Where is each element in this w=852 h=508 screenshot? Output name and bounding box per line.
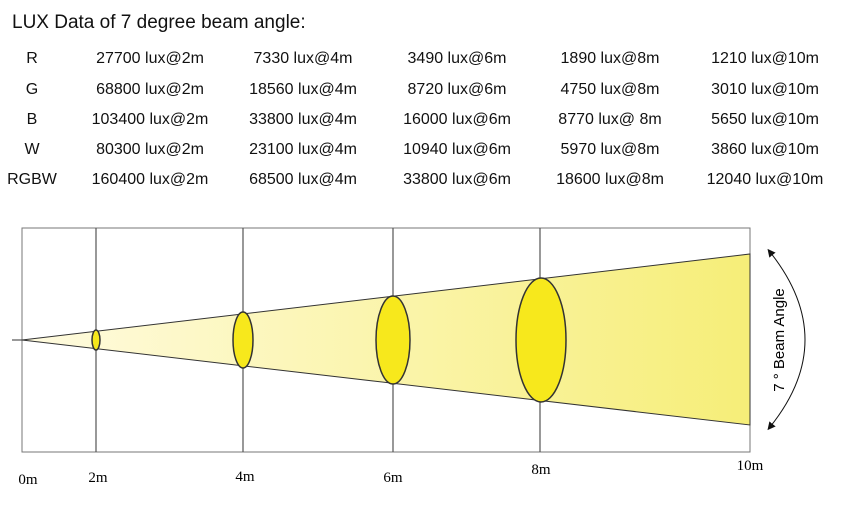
lux-cell: 8770 lux@ 8m bbox=[558, 111, 662, 128]
lux-cell: 27700 lux@2m bbox=[96, 50, 204, 67]
distance-label: 2m bbox=[88, 470, 108, 486]
distance-label: 8m bbox=[531, 462, 551, 478]
lux-cell: 3490 lux@6m bbox=[407, 50, 507, 67]
lux-cell: 12040 lux@10m bbox=[706, 171, 824, 188]
lux-cell: 16000 lux@6m bbox=[403, 111, 511, 128]
lux-cell: 7330 lux@4m bbox=[253, 50, 353, 67]
row-label: B bbox=[26, 111, 38, 128]
beam-spots bbox=[91, 277, 567, 403]
distance-label: 4m bbox=[235, 469, 255, 485]
lux-cell: 5650 lux@10m bbox=[711, 111, 819, 128]
beam-angle-label: 7 ° Beam Angle bbox=[771, 288, 788, 392]
lux-cell: 5970 lux@8m bbox=[560, 141, 660, 158]
lux-cell: 4750 lux@8m bbox=[560, 81, 660, 98]
title: LUX Data of 7 degree beam angle: bbox=[12, 12, 306, 33]
lux-cell: 10940 lux@6m bbox=[403, 141, 511, 158]
lux-cell: 68500 lux@4m bbox=[249, 171, 357, 188]
lux-cell: 3010 lux@10m bbox=[711, 81, 819, 98]
lux-cell: 160400 lux@2m bbox=[91, 171, 209, 188]
distance-label: 0m bbox=[18, 472, 38, 488]
lux-cell: 23100 lux@4m bbox=[249, 141, 357, 158]
lux-cell: 103400 lux@2m bbox=[91, 111, 209, 128]
lux-cell: 18600 lux@8m bbox=[556, 171, 664, 188]
row-label: W bbox=[24, 141, 40, 158]
distance-label: 6m bbox=[383, 470, 403, 486]
row-label: R bbox=[26, 50, 38, 67]
lux-cell: 33800 lux@6m bbox=[403, 171, 511, 188]
row-label: RGBW bbox=[7, 171, 57, 188]
lux-cell: 68800 lux@2m bbox=[96, 81, 204, 98]
lux-cell: 1210 lux@10m bbox=[711, 50, 819, 67]
lux-cell: 33800 lux@4m bbox=[249, 111, 357, 128]
lux-cell: 1890 lux@8m bbox=[560, 50, 660, 67]
lux-cell: 8720 lux@6m bbox=[407, 81, 507, 98]
distance-label: 10m bbox=[737, 458, 764, 474]
lux-cell: 80300 lux@2m bbox=[96, 141, 204, 158]
angle-arc bbox=[767, 248, 806, 431]
lux-cell: 18560 lux@4m bbox=[249, 81, 357, 98]
row-label: G bbox=[25, 81, 39, 98]
lux-cell: 3860 lux@10m bbox=[711, 141, 819, 158]
